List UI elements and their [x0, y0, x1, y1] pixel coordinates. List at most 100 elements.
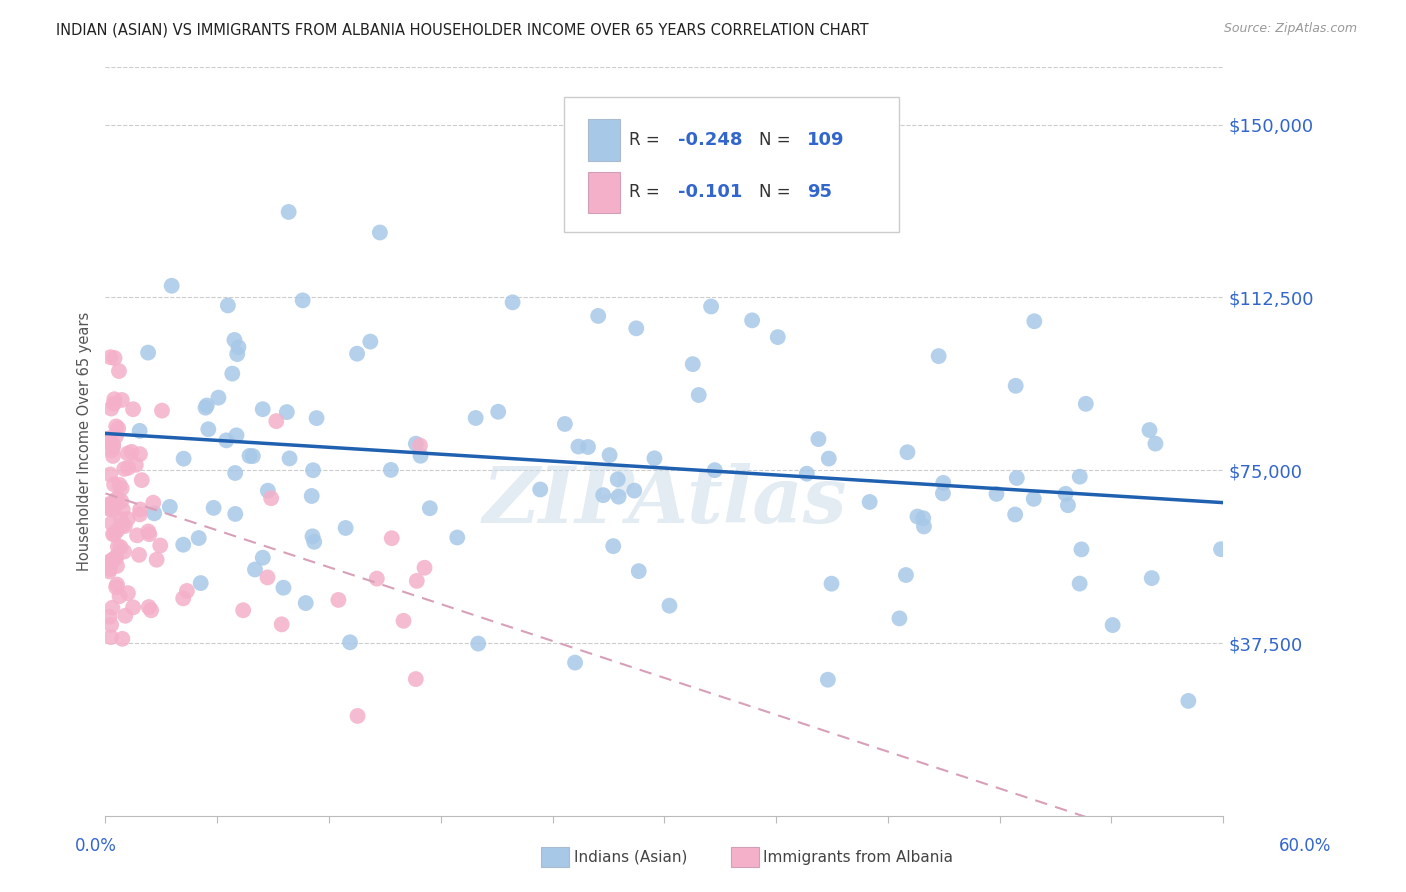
- Point: [197, 422, 219, 436]
- Point: [172, 591, 194, 606]
- Point: [643, 451, 665, 466]
- Point: [149, 539, 172, 553]
- Point: [142, 496, 165, 510]
- Point: [217, 298, 239, 312]
- Point: [111, 392, 134, 407]
- Point: [894, 568, 917, 582]
- Text: 95: 95: [807, 183, 832, 201]
- Point: [114, 608, 136, 623]
- Point: [114, 519, 136, 533]
- Point: [1005, 471, 1028, 485]
- Point: [138, 600, 160, 615]
- Point: [226, 347, 249, 361]
- Point: [238, 449, 260, 463]
- Point: [928, 349, 950, 363]
- Point: [103, 477, 125, 491]
- Point: [128, 508, 150, 522]
- Point: [820, 576, 842, 591]
- Point: [150, 403, 173, 417]
- Point: [302, 463, 325, 477]
- Point: [359, 334, 381, 349]
- Point: [252, 550, 274, 565]
- Point: [1069, 576, 1091, 591]
- Point: [807, 432, 830, 446]
- Text: R =: R =: [628, 130, 665, 149]
- Point: [112, 462, 135, 476]
- Point: [291, 293, 314, 308]
- Point: [136, 345, 159, 359]
- Point: [98, 433, 121, 447]
- Point: [256, 570, 278, 584]
- Point: [380, 463, 402, 477]
- Point: [128, 548, 150, 562]
- Point: [859, 495, 882, 509]
- Point: [301, 529, 323, 543]
- Point: [129, 502, 152, 516]
- Point: [103, 440, 125, 454]
- Point: [1074, 397, 1097, 411]
- Point: [703, 463, 725, 477]
- Point: [368, 226, 391, 240]
- Point: [224, 333, 246, 347]
- Point: [889, 611, 911, 625]
- Point: [1101, 618, 1123, 632]
- Point: [111, 481, 134, 495]
- Point: [104, 498, 127, 512]
- Point: [1209, 542, 1232, 557]
- Point: [294, 596, 316, 610]
- Point: [105, 577, 128, 591]
- Point: [409, 449, 432, 463]
- Point: [260, 491, 283, 506]
- Point: [101, 527, 124, 541]
- Point: [98, 499, 121, 513]
- Point: [607, 490, 630, 504]
- Point: [100, 617, 122, 632]
- Point: [576, 440, 599, 454]
- Point: [242, 449, 264, 463]
- Point: [107, 421, 129, 435]
- Point: [129, 447, 152, 461]
- Point: [586, 309, 609, 323]
- Point: [100, 401, 122, 416]
- Point: [101, 502, 124, 516]
- Point: [912, 511, 935, 525]
- Text: N =: N =: [759, 130, 796, 149]
- Point: [101, 449, 124, 463]
- Point: [252, 402, 274, 417]
- Text: Indians (Asian): Indians (Asian): [574, 850, 688, 864]
- Point: [464, 411, 486, 425]
- Point: [273, 581, 295, 595]
- Point: [105, 580, 128, 594]
- Point: [121, 445, 143, 459]
- Point: [110, 512, 132, 526]
- Point: [112, 544, 135, 558]
- Point: [105, 419, 128, 434]
- Point: [278, 451, 301, 466]
- Point: [136, 524, 159, 539]
- Point: [108, 477, 131, 491]
- Bar: [588, 172, 620, 213]
- Point: [101, 600, 124, 615]
- Point: [986, 487, 1008, 501]
- Point: [111, 632, 134, 646]
- Text: INDIAN (ASIAN) VS IMMIGRANTS FROM ALBANIA HOUSEHOLDER INCOME OVER 65 YEARS CORRE: INDIAN (ASIAN) VS IMMIGRANTS FROM ALBANI…: [56, 22, 869, 37]
- Point: [405, 436, 427, 450]
- Bar: [588, 120, 620, 161]
- Point: [339, 635, 361, 649]
- Point: [105, 558, 128, 573]
- Point: [346, 346, 368, 360]
- Point: [1177, 694, 1199, 708]
- Point: [138, 527, 160, 541]
- Text: N =: N =: [759, 183, 796, 201]
- Point: [346, 709, 368, 723]
- Point: [592, 488, 614, 502]
- Point: [122, 402, 145, 417]
- Point: [110, 540, 132, 554]
- Point: [108, 364, 131, 378]
- Point: [446, 531, 468, 545]
- Point: [1057, 498, 1080, 512]
- Point: [117, 586, 139, 600]
- Point: [103, 392, 125, 407]
- Point: [682, 357, 704, 371]
- Point: [101, 443, 124, 458]
